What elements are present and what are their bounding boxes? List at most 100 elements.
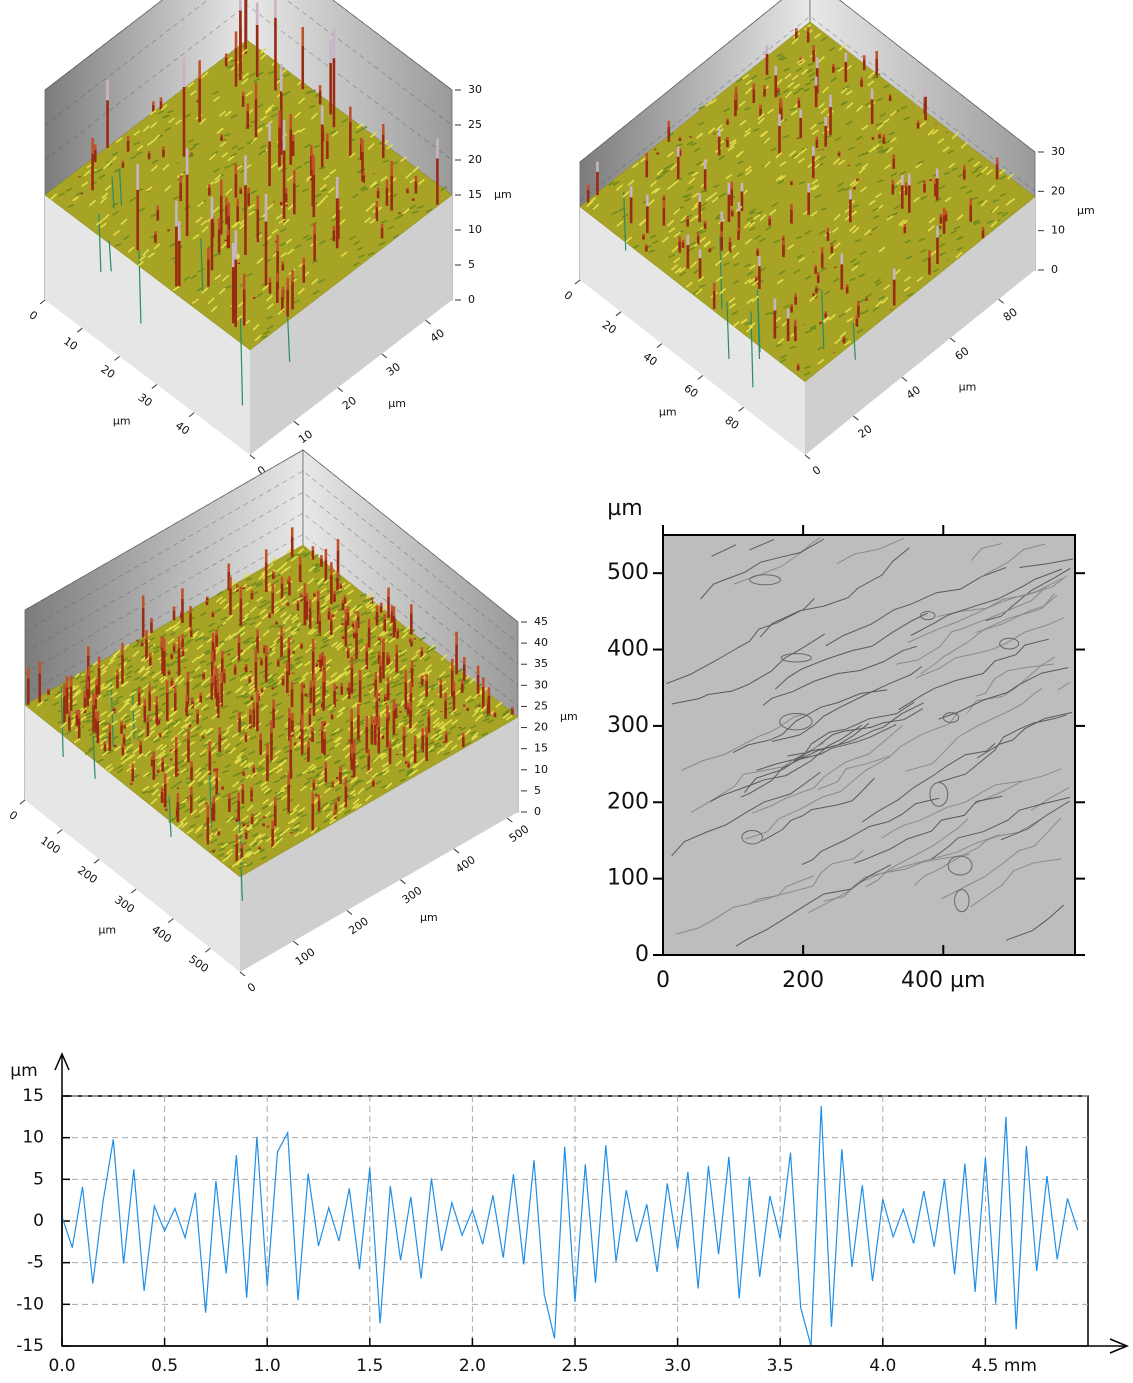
texture	[291, 827, 299, 832]
texture	[670, 163, 678, 171]
texture	[369, 602, 377, 610]
texture	[101, 192, 109, 199]
y-tick-label: 0	[810, 463, 823, 478]
texture	[81, 181, 89, 187]
texture	[471, 710, 480, 717]
texture	[341, 694, 349, 701]
texture	[679, 271, 686, 277]
texture	[417, 672, 425, 678]
texture	[85, 711, 92, 717]
texture	[99, 738, 107, 745]
texture	[268, 70, 275, 75]
z-tick-label: 20	[1051, 184, 1065, 197]
texture	[792, 90, 800, 95]
texture	[241, 692, 249, 698]
texture	[468, 698, 475, 703]
texture	[313, 667, 321, 675]
texture	[839, 331, 847, 338]
texture	[201, 71, 209, 79]
texture	[381, 219, 388, 224]
texture	[862, 743, 996, 823]
texture	[101, 724, 109, 731]
texture	[282, 616, 290, 624]
texture	[797, 87, 805, 92]
texture	[235, 315, 243, 322]
texture	[865, 818, 969, 887]
texture	[64, 730, 72, 736]
tick-mark	[130, 888, 137, 894]
texture	[462, 679, 470, 684]
texture	[135, 151, 143, 156]
texture	[231, 732, 239, 738]
texture	[748, 322, 756, 328]
texture	[487, 719, 494, 724]
texture	[223, 742, 231, 750]
texture	[154, 753, 162, 761]
texture	[361, 187, 369, 192]
texture	[274, 749, 282, 755]
texture	[227, 155, 235, 162]
texture	[319, 605, 326, 610]
texture	[278, 655, 286, 661]
tick-mark	[114, 355, 120, 361]
texture	[446, 696, 454, 701]
texture	[464, 741, 472, 747]
texture	[138, 206, 146, 213]
texture	[294, 821, 301, 827]
texture	[723, 107, 730, 113]
texture	[103, 721, 111, 727]
texture	[213, 828, 221, 836]
texture	[929, 781, 949, 807]
texture	[244, 723, 252, 730]
texture	[277, 733, 285, 738]
texture	[336, 728, 344, 734]
texture	[366, 682, 373, 688]
texture	[692, 289, 700, 295]
tick-mark	[93, 858, 100, 864]
texture	[184, 715, 192, 723]
y-tick-label: 40	[428, 326, 447, 345]
texture	[676, 143, 683, 148]
texture	[191, 630, 199, 638]
texture	[809, 294, 817, 302]
texture	[291, 616, 299, 624]
texture	[95, 168, 103, 174]
texture	[370, 131, 378, 138]
texture	[918, 237, 926, 242]
x-tick-label: 200	[782, 968, 824, 993]
pit	[118, 168, 123, 206]
texture	[240, 723, 247, 727]
texture	[705, 195, 713, 202]
texture	[126, 665, 134, 670]
texture	[738, 100, 746, 107]
texture	[267, 679, 275, 685]
texture	[402, 714, 410, 719]
texture	[318, 582, 326, 589]
texture	[847, 146, 855, 151]
texture	[666, 151, 674, 158]
texture	[346, 787, 354, 792]
texture	[89, 731, 96, 737]
z-axis-label: µm	[1077, 204, 1095, 217]
texture	[213, 168, 220, 174]
texture	[162, 163, 170, 171]
texture	[189, 90, 197, 96]
texture	[750, 74, 758, 81]
texture	[232, 602, 240, 610]
z-tick-label: 20	[534, 721, 548, 734]
texture	[655, 174, 663, 180]
texture	[197, 201, 204, 208]
texture	[700, 202, 708, 208]
texture	[386, 661, 394, 669]
texture	[817, 56, 825, 63]
z-tick-label: 5	[468, 258, 475, 271]
texture	[306, 776, 314, 781]
texture	[57, 708, 64, 713]
texture	[132, 650, 140, 658]
texture	[151, 672, 159, 679]
texture	[163, 726, 171, 731]
texture	[687, 171, 695, 175]
texture	[306, 723, 314, 730]
texture	[749, 850, 864, 904]
texture	[152, 735, 160, 741]
